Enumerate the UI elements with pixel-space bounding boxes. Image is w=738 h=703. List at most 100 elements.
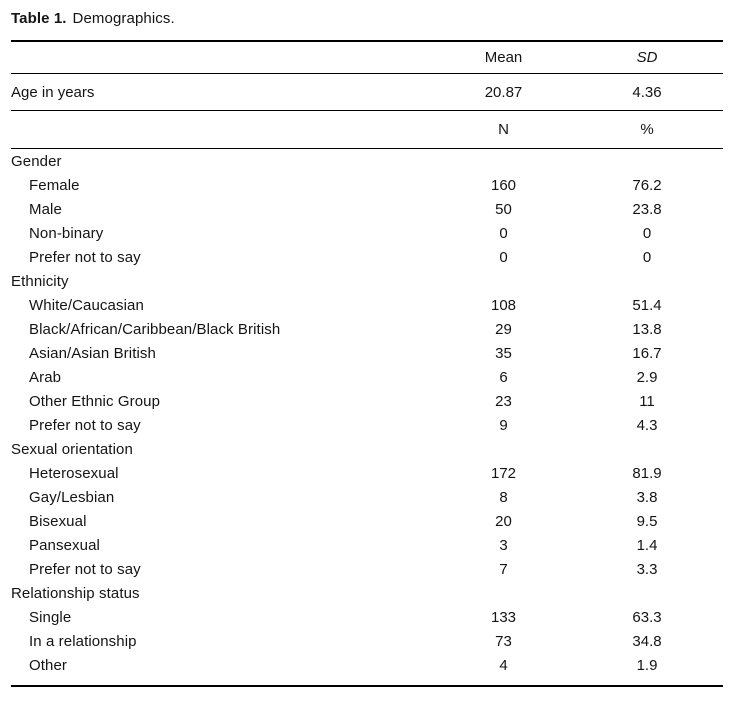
row-label: Sexual orientation: [11, 441, 133, 458]
stats-header-row: Mean SD: [11, 42, 723, 73]
row-label: Single: [29, 609, 72, 626]
table-row: Female 160 76.2: [11, 174, 723, 198]
row-n: 23: [495, 393, 512, 410]
counts-header-row: N %: [11, 111, 723, 148]
col-header-mean: Mean: [484, 49, 523, 66]
table-row: Asian/Asian British 35 16.7: [11, 342, 723, 366]
row-label: Heterosexual: [29, 465, 119, 482]
row-label: Gender: [11, 153, 62, 170]
row-label: Non-binary: [29, 225, 104, 242]
row-label: Age in years: [11, 83, 95, 101]
row-n: 133: [490, 609, 517, 626]
col-header-n: N: [498, 121, 509, 138]
row-label: Prefer not to say: [29, 417, 141, 434]
row-n: 9: [499, 417, 508, 434]
row-label: In a relationship: [29, 633, 137, 650]
rule-below-age-row: [11, 110, 723, 111]
row-pct: 34.8: [632, 633, 662, 650]
row-n: 8: [499, 489, 508, 506]
row-label: Other: [29, 657, 68, 674]
row-label: Female: [29, 177, 80, 194]
row-n: 4: [499, 657, 508, 674]
row-label: Arab: [29, 369, 62, 386]
table-row: Prefer not to say 9 4.3: [11, 414, 723, 438]
table-row: Prefer not to say 7 3.3: [11, 558, 723, 582]
row-n: 35: [495, 345, 512, 362]
table-row-group: Gender: [11, 150, 723, 174]
row-n: 0: [499, 249, 508, 266]
age-sd-value: 4.36: [632, 83, 662, 101]
row-n: 6: [499, 369, 508, 386]
row-pct: 0: [642, 225, 652, 242]
top-rule: [11, 40, 723, 42]
row-n: 0: [499, 225, 508, 242]
row-label: Prefer not to say: [29, 249, 141, 266]
row-pct: 81.9: [632, 465, 662, 482]
table-row: Non-binary 0 0: [11, 222, 723, 246]
row-n: 7: [499, 561, 508, 578]
row-n: 73: [495, 633, 512, 650]
rule-below-stats-header: [11, 73, 723, 74]
row-label: Black/African/Caribbean/Black British: [29, 321, 281, 338]
row-label: Gay/Lesbian: [29, 489, 115, 506]
table-row: Pansexual 3 1.4: [11, 534, 723, 558]
table-title: Demographics.: [72, 10, 175, 27]
table-number: Table 1.: [11, 10, 67, 27]
row-pct: 16.7: [632, 345, 662, 362]
row-label: Prefer not to say: [29, 561, 141, 578]
table-row-group: Sexual orientation: [11, 438, 723, 462]
table-row: Other 4 1.9: [11, 654, 723, 678]
table-row: White/Caucasian 108 51.4: [11, 294, 723, 318]
row-pct: 11: [639, 393, 655, 410]
row-pct: 0: [642, 249, 652, 266]
row-label: Relationship status: [11, 585, 140, 602]
table-row: Prefer not to say 0 0: [11, 246, 723, 270]
row-label: Pansexual: [29, 537, 100, 554]
row-pct: 1.9: [636, 657, 658, 674]
row-label: White/Caucasian: [29, 297, 144, 314]
row-pct: 13.8: [632, 321, 662, 338]
row-n: 172: [490, 465, 517, 482]
table-row: Black/African/Caribbean/Black British 29…: [11, 318, 723, 342]
demographics-table: Mean SD Age in years 20.87 4.36 N % Gend…: [11, 40, 723, 687]
row-pct: 23.8: [632, 201, 662, 218]
table-row: Arab 6 2.9: [11, 366, 723, 390]
row-label: Ethnicity: [11, 273, 69, 290]
row-pct: 76.2: [632, 177, 662, 194]
row-n: 160: [490, 177, 517, 194]
col-header-sd: SD: [636, 49, 658, 66]
row-label: Male: [29, 201, 62, 218]
table-row: Bisexual 20 9.5: [11, 510, 723, 534]
col-header-percent: %: [640, 121, 654, 138]
table-caption: Table 1. Demographics.: [11, 9, 723, 28]
table-row: Gay/Lesbian 8 3.8: [11, 486, 723, 510]
row-n: 50: [495, 201, 512, 218]
row-label: Asian/Asian British: [29, 345, 156, 362]
table-row-group: Relationship status: [11, 582, 723, 606]
row-pct: 3.8: [636, 489, 658, 506]
row-label: Other Ethnic Group: [29, 393, 161, 410]
row-pct: 9.5: [636, 513, 658, 530]
table-body: Gender Female 160 76.2 Male 50 23.8 Non-…: [11, 149, 723, 685]
row-n: 29: [495, 321, 512, 338]
row-pct: 1.4: [636, 537, 658, 554]
row-n: 108: [490, 297, 517, 314]
rule-below-counts-header: [11, 148, 723, 149]
row-n: 3: [499, 537, 508, 554]
row-n: 20: [495, 513, 512, 530]
table-row: Heterosexual 172 81.9: [11, 462, 723, 486]
bottom-rule: [11, 685, 723, 687]
age-mean-value: 20.87: [484, 83, 523, 101]
age-row: Age in years 20.87 4.36: [11, 74, 723, 110]
row-pct: 2.9: [636, 369, 658, 386]
table-row: Single 133 63.3: [11, 606, 723, 630]
row-pct: 3.3: [636, 561, 658, 578]
table-row: Male 50 23.8: [11, 198, 723, 222]
row-label: Bisexual: [29, 513, 87, 530]
table-row: Other Ethnic Group 23 11: [11, 390, 723, 414]
row-pct: 4.3: [636, 417, 658, 434]
row-pct: 51.4: [632, 297, 662, 314]
row-pct: 63.3: [632, 609, 662, 626]
table-row: In a relationship 73 34.8: [11, 630, 723, 654]
